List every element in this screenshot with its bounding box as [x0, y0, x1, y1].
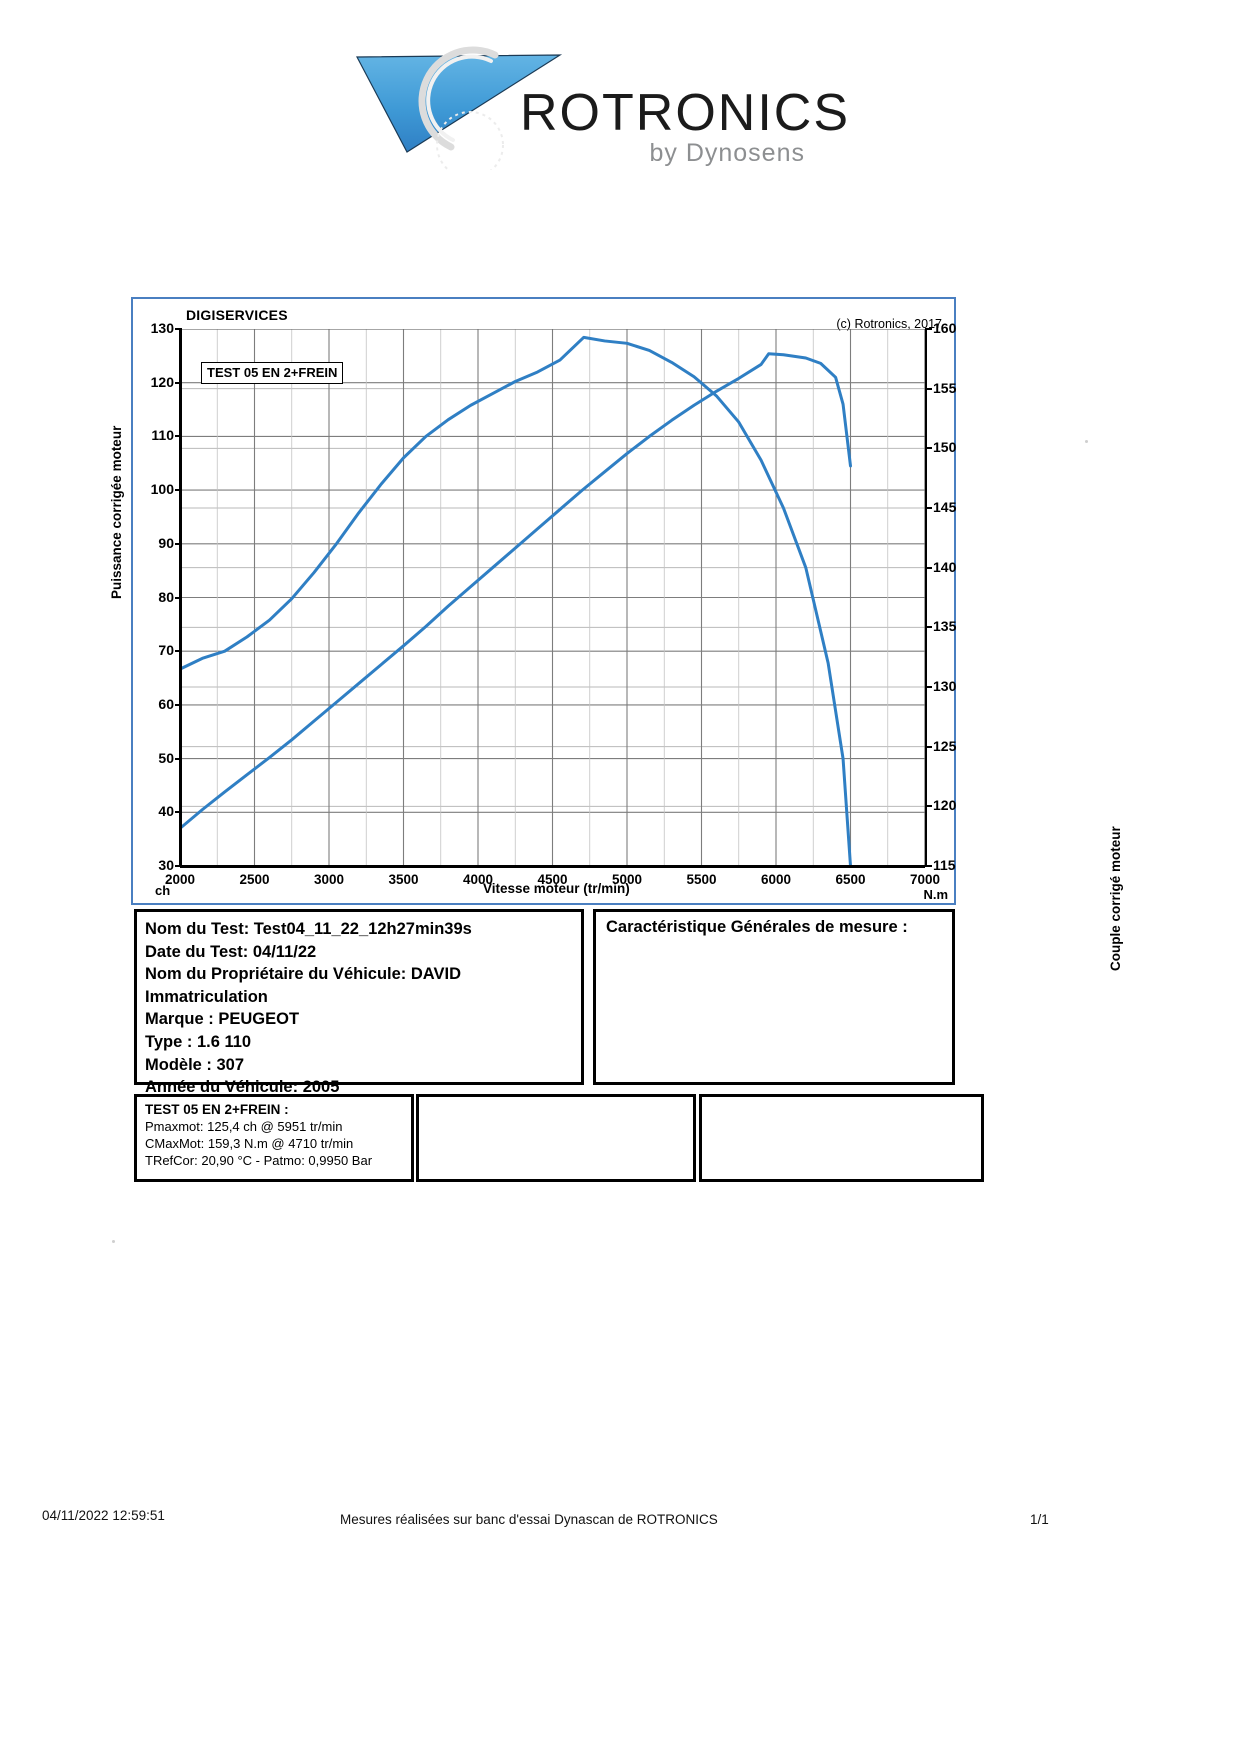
x-axis-label: Vitesse moteur (tr/min) [483, 881, 630, 896]
y-axis-tick-left: 120 [150, 373, 174, 390]
y-axis-tick-right: 115 [933, 857, 956, 873]
x-axis-tick: 4000 [462, 872, 494, 887]
y-tick-mark-right [925, 805, 932, 808]
y-axis-tick-right: 135 [933, 618, 957, 635]
x-axis-tick: 7000 [909, 872, 941, 887]
y-axis-label-left: Puissance corrigée moteur [109, 425, 124, 599]
y-tick-mark-right [925, 447, 932, 450]
y-axis-tick-right: 125 [933, 737, 957, 754]
y-tick-mark [175, 381, 182, 384]
dyno-chart-panel: DIGISERVICES (c) Rotronics, 2017 TEST 05… [109, 297, 1123, 971]
general-characteristics-title: Caractéristique Générales de mesure : [606, 918, 908, 936]
x-axis-unit-left: ch [155, 883, 171, 898]
y-tick-mark [175, 435, 182, 438]
y-tick-mark-right [925, 745, 932, 748]
scan-speck [1085, 440, 1088, 443]
y-tick-mark [175, 757, 182, 760]
x-axis-tick: 6500 [835, 872, 866, 887]
y-tick-mark [175, 542, 182, 545]
y-tick-mark [175, 489, 182, 492]
y-axis-tick-right: 160 [933, 320, 957, 336]
empty-box-left [416, 1094, 696, 1182]
y-tick-mark [175, 811, 182, 814]
y-tick-mark-right [925, 626, 932, 629]
rotronics-logo: ROTRONICS by Dynosens [345, 35, 848, 170]
y-axis-tick-left: 70 [158, 642, 174, 659]
x-axis-tick: 3500 [388, 872, 419, 887]
info-line: Année du Véhicule: 2005 [145, 1078, 340, 1097]
y-tick-mark-right [925, 507, 932, 509]
x-axis-tick: 5000 [611, 872, 643, 887]
result-cmax: CMaxMot: 159,3 N.m @ 4710 tr/min [145, 1136, 354, 1152]
y-axis-tick-left: 50 [158, 749, 174, 766]
info-line: Modèle : 307 [145, 1055, 245, 1074]
logo-tagline: by Dynosens [649, 139, 805, 167]
general-characteristics-box: Caractéristique Générales de mesure : [593, 909, 955, 1085]
y-axis-tick-left: 40 [158, 803, 174, 820]
y-tick-mark-right [925, 387, 932, 390]
x-axis-tick: 6000 [760, 872, 792, 887]
x-axis-tick: 4500 [537, 872, 568, 887]
result-pmax: Pmaxmot: 125,4 ch @ 5951 tr/min [145, 1119, 343, 1134]
footer-timestamp: 04/11/2022 12:59:51 [42, 1508, 165, 1523]
y-axis-line-right [925, 329, 927, 866]
scan-speck [112, 1240, 115, 1243]
y-axis-tick-right: 120 [933, 797, 957, 814]
info-line: Immatriculation [145, 987, 268, 1006]
y-axis-tick-left: 60 [158, 695, 174, 712]
y-tick-mark-right [925, 865, 932, 867]
x-axis-unit-right: N.m [923, 887, 948, 902]
y-axis-label-right: Couple corrigé moteur [1108, 826, 1123, 971]
y-tick-mark-right [925, 328, 932, 330]
y-axis-line [179, 329, 182, 866]
y-axis-tick-right: 140 [933, 558, 957, 575]
y-axis-tick-right: 150 [933, 439, 957, 456]
y-tick-mark [175, 865, 182, 867]
plot-area [178, 328, 926, 868]
empty-box-right [699, 1094, 984, 1182]
series-tag: TEST 05 EN 2+FREIN [201, 362, 344, 384]
y-axis-tick-left: 80 [158, 588, 174, 605]
x-axis-tick: 3000 [313, 872, 345, 887]
x-axis-tick: 5500 [686, 872, 717, 887]
info-line: Nom du Propriétaire du Véhicule: DAVID [145, 965, 461, 984]
logo-wordmark: ROTRONICS [520, 84, 850, 142]
y-tick-mark-right [925, 566, 932, 569]
y-tick-mark [175, 596, 182, 599]
dyno-report: DIGISERVICES (c) Rotronics, 2017 TEST 05… [109, 297, 1123, 1209]
vehicle-info-box: Nom du Test: Test04_11_22_12h27min39s Da… [134, 909, 584, 1096]
y-axis-tick-left: 110 [151, 427, 174, 444]
x-axis-tick: 2500 [239, 872, 270, 887]
info-line: Marque : PEUGEOT [145, 1010, 300, 1029]
info-line: Date du Test: 04/11/22 [145, 942, 317, 961]
y-tick-mark [175, 650, 182, 653]
logo-mark [356, 46, 563, 170]
x-axis-line [180, 865, 925, 868]
y-tick-mark-right [925, 686, 932, 688]
y-axis-tick-left: 100 [150, 481, 174, 498]
plot-svg [178, 328, 926, 868]
y-axis-tick-left: 130 [150, 320, 174, 336]
info-line: Type : 1.6 110 [145, 1032, 252, 1051]
test-results-title: TEST 05 EN 2+FREIN : [145, 1102, 289, 1117]
y-axis-tick-right: 145 [933, 499, 957, 515]
y-tick-mark [175, 703, 182, 706]
chart-owner-label: DIGISERVICES [186, 307, 288, 323]
y-axis-tick-right: 130 [933, 678, 957, 694]
y-axis-tick-left: 30 [158, 857, 174, 873]
x-axis-tick: 2000 [164, 872, 196, 887]
chart-copyright: (c) Rotronics, 2017 [836, 317, 942, 331]
result-conditions: TRefCor: 20,90 °C - Patmo: 0,9950 Bar [145, 1153, 373, 1169]
y-axis-tick-right: 155 [933, 379, 957, 396]
footer-note: Mesures réalisées sur banc d'essai Dynas… [340, 1512, 718, 1527]
y-axis-tick-left: 90 [158, 534, 174, 551]
y-tick-mark [175, 328, 182, 330]
footer-page-number: 1/1 [1030, 1512, 1049, 1527]
test-results-box: TEST 05 EN 2+FREIN : Pmaxmot: 125,4 ch @… [134, 1094, 414, 1182]
info-line: Nom du Test: Test04_11_22_12h27min39s [145, 920, 472, 938]
